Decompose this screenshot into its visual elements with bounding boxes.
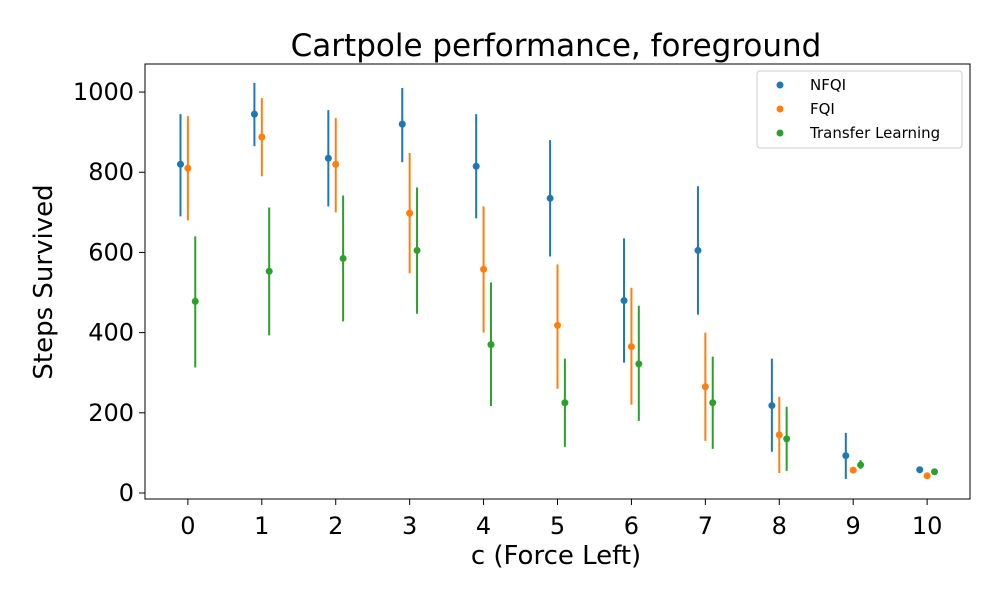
data-point <box>487 341 495 349</box>
legend: NFQI FQI Transfer Learning <box>756 70 963 149</box>
data-point <box>250 110 258 118</box>
x-axis-label: c (Force Left) <box>471 541 641 571</box>
x-tick-label: 1 <box>254 512 269 540</box>
data-point <box>849 466 857 474</box>
data-point <box>923 472 931 480</box>
data-point <box>842 452 850 460</box>
data-point <box>191 297 199 305</box>
legend-label-nfqi: NFQI <box>810 76 846 94</box>
data-point <box>561 399 569 407</box>
x-tick-label: 10 <box>912 512 943 540</box>
x-tick-label: 3 <box>402 512 417 540</box>
series-nfqi <box>176 82 924 479</box>
legend-frame <box>756 70 963 149</box>
data-point <box>768 402 776 410</box>
data-point <box>694 246 702 254</box>
y-tick-label: 0 <box>119 479 134 507</box>
data-point <box>627 343 635 351</box>
y-tick-label: 200 <box>88 399 134 427</box>
data-point <box>265 267 273 275</box>
data-point <box>472 162 480 170</box>
data-point <box>398 120 406 128</box>
data-point <box>339 254 347 262</box>
data-point <box>635 360 643 368</box>
data-point <box>620 297 628 305</box>
data-point <box>554 321 561 329</box>
x-tick-label: 2 <box>328 512 343 540</box>
x-tick-label: 4 <box>476 512 491 540</box>
data-point <box>413 246 421 254</box>
legend-label-transfer-learning: Transfer Learning <box>809 124 940 142</box>
data-point <box>701 383 709 391</box>
data-point <box>546 194 554 202</box>
x-tick-label: 5 <box>550 512 565 540</box>
plot-area: 0 1 2 3 4 5 6 7 8 9 10 0 200 400 600 800 1000 <box>73 63 971 540</box>
data-point <box>324 154 332 162</box>
data-point <box>176 160 184 168</box>
data-point <box>783 435 791 443</box>
series-transfer-learning <box>191 187 939 476</box>
data-point <box>332 160 340 168</box>
y-tick-label: 1000 <box>73 78 134 106</box>
data-point <box>775 431 783 439</box>
data-point <box>480 265 488 273</box>
data-point <box>916 466 924 474</box>
x-tick-label: 7 <box>698 512 713 540</box>
data-point <box>709 399 717 407</box>
data-point <box>406 209 414 217</box>
x-tick-label: 8 <box>772 512 787 540</box>
y-tick-label: 400 <box>88 319 134 347</box>
x-tick-label: 0 <box>180 512 195 540</box>
data-point <box>184 164 192 172</box>
series-fqi <box>184 98 931 480</box>
legend-label-fqi: FQI <box>810 100 835 118</box>
data-point <box>931 468 939 476</box>
data-point <box>258 133 266 141</box>
x-tick-label: 6 <box>624 512 639 540</box>
legend-marker-fqi <box>776 105 784 113</box>
x-tick-label: 9 <box>846 512 861 540</box>
y-axis-label: Steps Survived <box>29 184 59 379</box>
legend-marker-transfer-learning <box>776 129 784 137</box>
y-tick-label: 800 <box>88 158 134 186</box>
data-point <box>857 461 865 469</box>
y-tick-label: 600 <box>88 238 134 266</box>
legend-marker-nfqi <box>776 81 784 89</box>
chart-title: Cartpole performance, foreground <box>291 28 822 64</box>
